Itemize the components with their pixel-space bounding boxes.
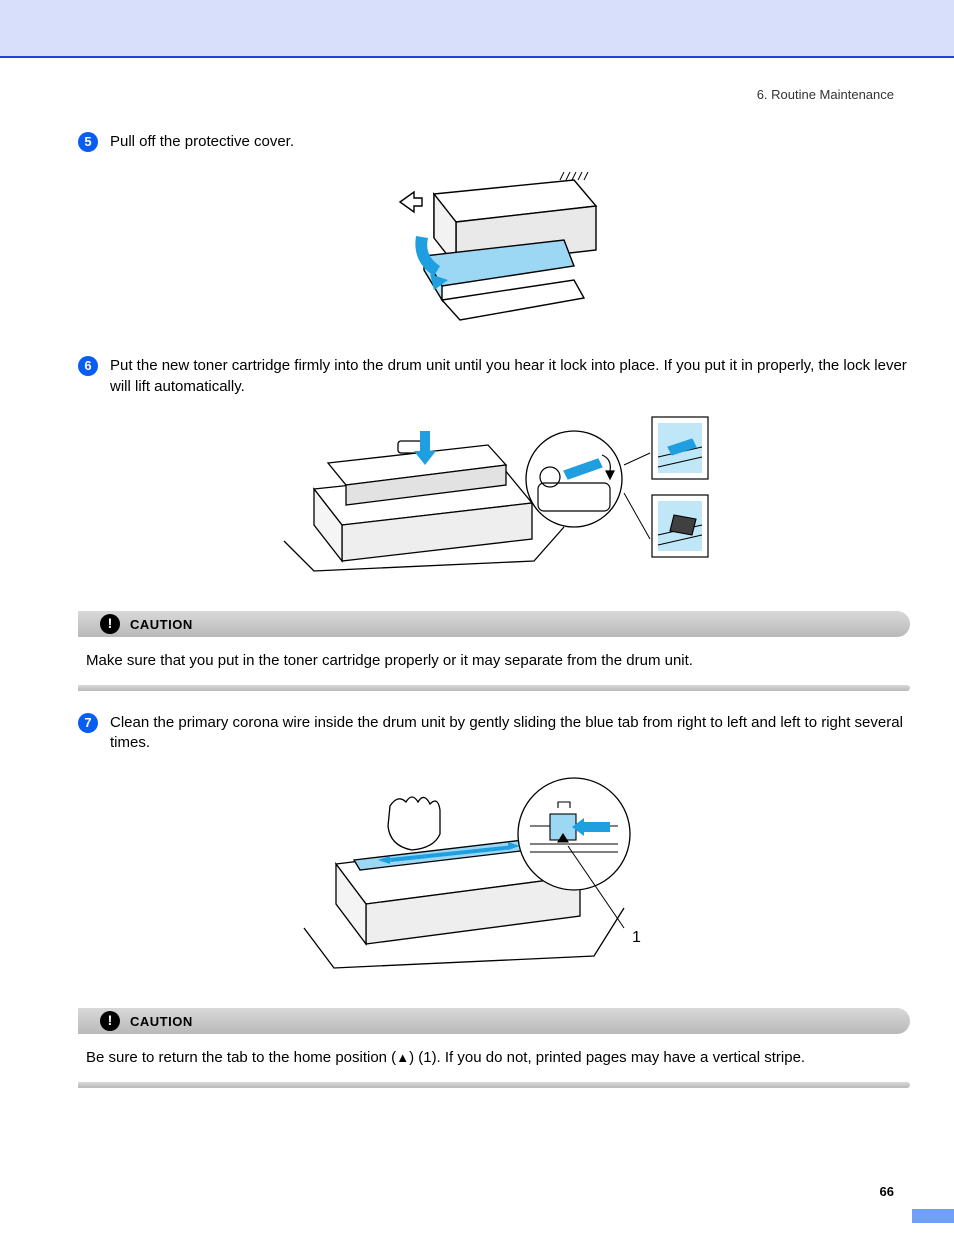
figure-callout-1: 1 <box>632 929 641 946</box>
caution-2-suffix: ) (1). If you do not, printed pages may … <box>409 1049 805 1066</box>
page-edge-tab <box>912 1209 954 1223</box>
step-7: 7 Clean the primary corona wire inside t… <box>78 713 910 754</box>
figure-pull-protective-cover <box>78 166 910 336</box>
step-5-text: Pull off the protective cover. <box>110 132 910 152</box>
header-band <box>0 0 954 56</box>
step-5: 5 Pull off the protective cover. <box>78 132 910 152</box>
figure-insert-toner <box>78 411 910 591</box>
caution-1-text: Make sure that you put in the toner cart… <box>78 637 910 685</box>
caution-2-end <box>78 1082 910 1088</box>
breadcrumb: 6. Routine Maintenance <box>757 86 894 104</box>
page-number: 66 <box>880 1183 894 1201</box>
caution-label: CAUTION <box>130 616 193 634</box>
caution-bar-bg <box>78 611 910 637</box>
caution-2-text: Be sure to return the tab to the home po… <box>78 1034 910 1082</box>
caution-bar-bg <box>78 1008 910 1034</box>
step-badge-7: 7 <box>78 713 98 733</box>
caution-label: CAUTION <box>130 1013 193 1031</box>
step-badge-5: 5 <box>78 132 98 152</box>
header-rule <box>0 56 954 58</box>
caution-1-bar: ! CAUTION <box>78 611 910 637</box>
caution-2-prefix: Be sure to return the tab to the home po… <box>86 1049 396 1066</box>
step-6-text: Put the new toner cartridge firmly into … <box>110 356 910 397</box>
home-position-triangle-icon: ▲ <box>396 1050 409 1065</box>
caution-icon: ! <box>100 1011 120 1031</box>
page-content: 5 Pull off the protective cover. <box>78 132 910 1110</box>
figure-corona-wire: 1 <box>78 768 910 988</box>
step-badge-6: 6 <box>78 356 98 376</box>
step-6: 6 Put the new toner cartridge firmly int… <box>78 356 910 397</box>
caution-1-end <box>78 685 910 691</box>
caution-icon: ! <box>100 614 120 634</box>
caution-2-bar: ! CAUTION <box>78 1008 910 1034</box>
step-7-text: Clean the primary corona wire inside the… <box>110 713 910 754</box>
